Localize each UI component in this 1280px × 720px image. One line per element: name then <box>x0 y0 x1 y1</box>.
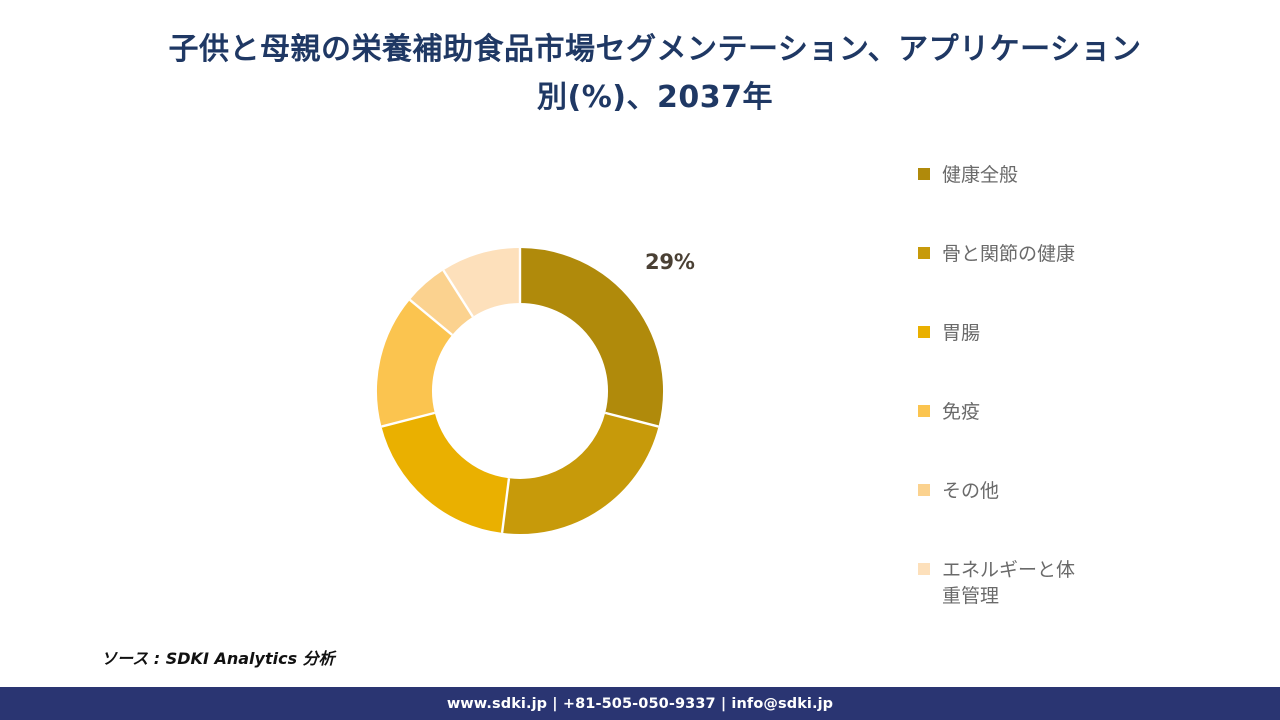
donut-slice-group <box>377 248 663 534</box>
legend-item-label: エネルギーと体 重管理 <box>942 559 1076 607</box>
page-title: 子供と母親の栄養補助食品市場セグメンテーション、アプリケーション 別(%)、20… <box>55 26 1255 122</box>
legend-swatch-icon <box>918 563 930 575</box>
footer-bar: www.sdki.jp | +81-505-050-9337 | info@sd… <box>0 687 1280 720</box>
donut-chart-svg <box>377 248 663 534</box>
slice-divider <box>442 269 474 318</box>
slice-divider <box>500 478 511 534</box>
legend-item-label: 骨と関節の健康 <box>942 243 1076 265</box>
donut-slice[interactable] <box>443 248 521 318</box>
legend-swatch-icon <box>918 326 930 338</box>
donut-slice[interactable] <box>381 412 510 533</box>
legend-swatch-icon <box>918 168 930 180</box>
donut-slice[interactable] <box>409 270 474 336</box>
legend-item[interactable]: 健康全般 <box>918 162 1218 241</box>
slice-divider <box>409 298 453 336</box>
legend-swatch-icon <box>918 484 930 496</box>
page-title-line-2: 別(%)、2037年 <box>537 80 773 115</box>
legend-item[interactable]: 胃腸 <box>918 320 1218 399</box>
legend-item-label: 健康全般 <box>942 164 1019 186</box>
page-title-line-1: 子供と母親の栄養補助食品市場セグメンテーション、アプリケーション <box>168 32 1142 67</box>
footer-contact-text: www.sdki.jp | +81-505-050-9337 | info@sd… <box>446 695 834 712</box>
legend-item-label: その他 <box>942 480 1000 502</box>
legend-item-label: 胃腸 <box>942 322 981 344</box>
chart-legend: 健康全般骨と関節の健康 胃腸免疫その他エネルギーと体 重管理 <box>918 162 1218 636</box>
donut-chart <box>289 160 751 622</box>
legend-item-label: 免疫 <box>942 401 981 423</box>
donut-slice[interactable] <box>377 299 453 427</box>
source-note: ソース : SDKI Analytics 分析 <box>101 649 335 668</box>
legend-item[interactable]: エネルギーと体 重管理 <box>918 557 1218 636</box>
donut-slice[interactable] <box>519 248 663 427</box>
donut-slice[interactable] <box>502 412 659 534</box>
slice-divider <box>381 411 436 428</box>
legend-item[interactable]: 骨と関節の健康 <box>918 241 1218 320</box>
slice-divider <box>604 411 659 428</box>
legend-swatch-icon <box>918 405 930 417</box>
legend-item[interactable]: 免疫 <box>918 399 1218 478</box>
legend-item[interactable]: その他 <box>918 478 1218 557</box>
slice-data-label-0: 29% <box>645 250 695 274</box>
legend-swatch-icon <box>918 247 930 259</box>
